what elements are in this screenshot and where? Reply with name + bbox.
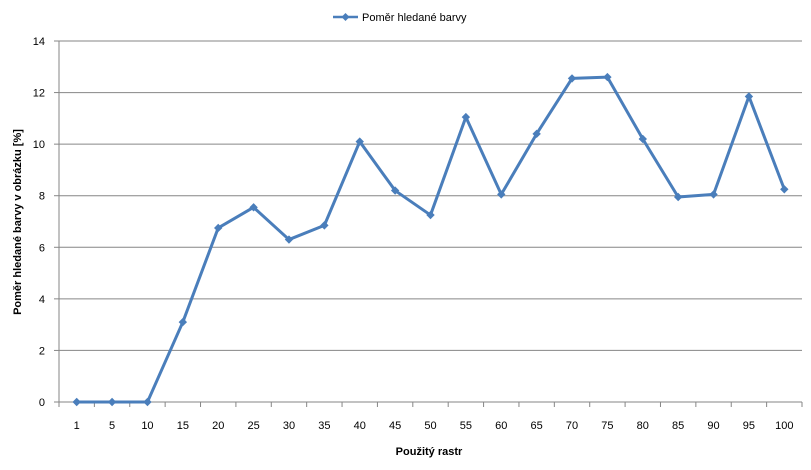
y-tick-label: 2 — [39, 345, 45, 357]
data-point-marker — [709, 190, 718, 199]
y-tick-label: 6 — [39, 242, 45, 254]
data-point-marker — [284, 235, 294, 244]
y-axis-title: Poměr hledané barvy v obrázku [%] — [12, 129, 24, 315]
x-tick-label: 20 — [212, 420, 224, 432]
x-tick-label: 40 — [354, 420, 366, 432]
data-point-marker — [638, 134, 647, 144]
x-tick-label: 95 — [743, 420, 755, 432]
data-point-marker — [744, 92, 754, 101]
data-point-marker — [178, 317, 188, 327]
x-tick-label: 10 — [141, 420, 153, 432]
x-tick-labels: 1 5 10 15 20 25 30 35 40 45 50 55 60 65 70 75 80 85 90 95 10… — [74, 420, 794, 432]
legend-diamond-marker — [341, 13, 350, 21]
data-point-marker — [390, 186, 400, 195]
grid-lines — [59, 40, 802, 351]
legend-label: Poměr hledané barvy — [362, 12, 467, 24]
y-tick-label: 0 — [39, 397, 45, 409]
axes — [54, 40, 803, 407]
x-tick-label: 15 — [177, 420, 189, 432]
x-tick-label: 1 — [74, 420, 80, 432]
y-tick-label: 8 — [39, 191, 45, 203]
x-tick-label: 70 — [566, 420, 578, 432]
data-point-marker — [143, 397, 152, 407]
x-tick-label: 60 — [495, 420, 507, 432]
data-point-marker — [72, 397, 81, 407]
data-point-marker — [355, 137, 364, 146]
x-tick-label: 100 — [775, 420, 793, 432]
x-tick-label: 45 — [389, 420, 401, 432]
data-point-marker — [532, 129, 541, 139]
x-tick-label: 85 — [672, 420, 684, 432]
x-tick-label: 30 — [283, 420, 295, 432]
y-tick-label: 10 — [33, 139, 45, 151]
series-layer — [72, 72, 789, 407]
y-tick-labels: 0 2 4 6 8 10 12 14 — [33, 36, 45, 409]
x-tick-label: 65 — [531, 420, 543, 432]
data-point-marker — [107, 397, 117, 407]
x-axis-title: Použitý rastr — [396, 446, 463, 458]
x-tick-label: 80 — [637, 420, 649, 432]
x-tick-label: 55 — [460, 420, 472, 432]
x-tick-label: 75 — [601, 420, 613, 432]
data-point-marker — [249, 203, 258, 212]
data-point-marker — [780, 185, 789, 194]
data-point-marker — [603, 72, 612, 82]
y-tick-label: 4 — [39, 294, 45, 306]
data-point-marker — [426, 210, 435, 220]
data-point-marker — [567, 74, 577, 83]
x-tick-label: 25 — [247, 420, 259, 432]
x-tick-label: 35 — [318, 420, 330, 432]
x-tick-label: 50 — [424, 420, 436, 432]
data-point-marker — [673, 192, 683, 202]
data-point-marker — [461, 112, 471, 122]
data-point-marker — [497, 190, 506, 199]
y-tick-label: 12 — [33, 88, 45, 100]
series-line — [76, 75, 786, 404]
data-point-marker — [320, 221, 329, 230]
data-point-marker — [214, 223, 223, 233]
x-tick-label: 90 — [707, 420, 719, 432]
legend: Poměr hledané barvy — [333, 12, 467, 24]
x-tick-label: 5 — [109, 420, 115, 432]
y-tick-label: 14 — [33, 36, 45, 48]
